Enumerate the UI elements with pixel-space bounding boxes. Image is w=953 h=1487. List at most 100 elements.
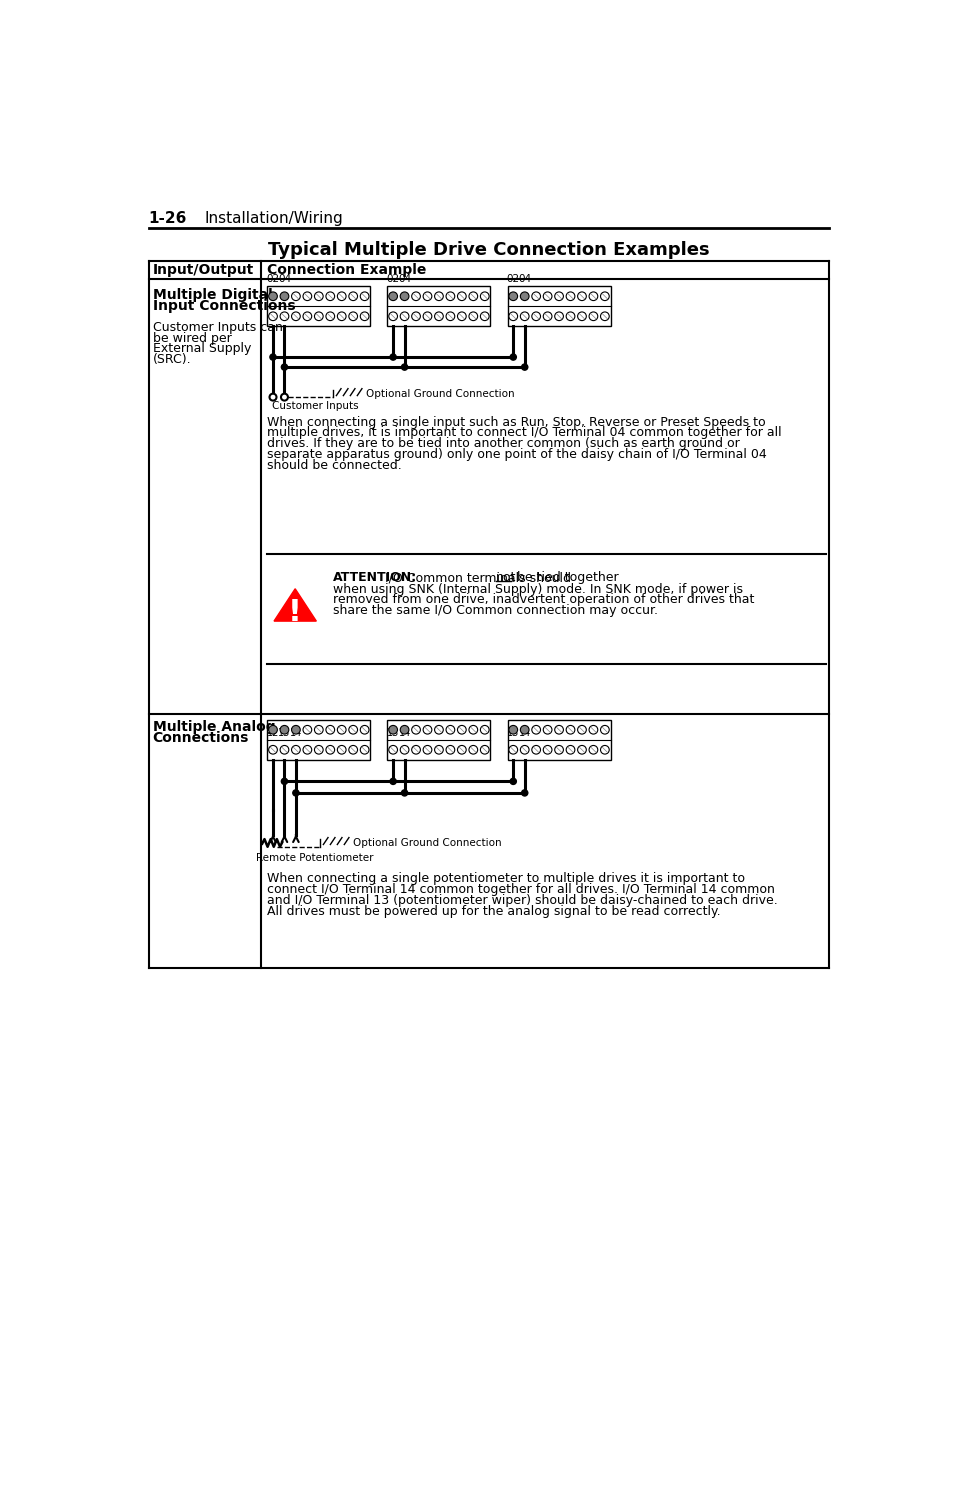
Circle shape (412, 745, 420, 754)
Circle shape (281, 778, 287, 785)
Text: 14: 14 (290, 729, 302, 738)
Text: should be connected.: should be connected. (267, 458, 401, 471)
Circle shape (401, 790, 407, 796)
Text: ATTENTION:: ATTENTION: (333, 571, 416, 584)
Circle shape (349, 726, 357, 735)
Circle shape (303, 312, 312, 321)
Circle shape (521, 364, 527, 370)
Circle shape (469, 291, 477, 300)
Circle shape (280, 745, 289, 754)
Circle shape (401, 364, 407, 370)
Circle shape (280, 312, 289, 321)
Circle shape (412, 312, 420, 321)
Circle shape (435, 312, 443, 321)
Circle shape (577, 312, 586, 321)
Circle shape (599, 745, 609, 754)
Circle shape (326, 726, 335, 735)
Circle shape (314, 745, 323, 754)
Text: 02: 02 (386, 274, 399, 284)
Circle shape (412, 726, 420, 735)
Circle shape (360, 726, 369, 735)
Circle shape (281, 364, 287, 370)
Circle shape (280, 291, 289, 300)
Circle shape (269, 745, 277, 754)
Circle shape (599, 726, 609, 735)
Circle shape (337, 291, 346, 300)
Circle shape (531, 291, 540, 300)
Circle shape (390, 354, 395, 360)
Text: 13: 13 (278, 729, 291, 738)
Circle shape (337, 312, 346, 321)
Circle shape (588, 745, 598, 754)
Circle shape (314, 726, 323, 735)
Circle shape (303, 745, 312, 754)
Circle shape (521, 790, 527, 796)
Circle shape (280, 726, 289, 735)
Circle shape (519, 726, 529, 735)
Circle shape (446, 291, 455, 300)
Circle shape (337, 726, 346, 735)
Circle shape (554, 312, 563, 321)
Text: 02: 02 (266, 274, 279, 284)
Circle shape (510, 354, 516, 360)
Circle shape (435, 745, 443, 754)
Circle shape (326, 291, 335, 300)
Circle shape (588, 312, 598, 321)
Text: be tied together: be tied together (513, 571, 618, 584)
Circle shape (389, 726, 397, 735)
Text: 1-26: 1-26 (149, 211, 187, 226)
Circle shape (303, 291, 312, 300)
Text: drives. If they are to be tied into another common (such as earth ground or: drives. If they are to be tied into anot… (267, 437, 740, 451)
Circle shape (269, 291, 277, 300)
Circle shape (270, 394, 276, 400)
Circle shape (303, 726, 312, 735)
Circle shape (554, 291, 563, 300)
Bar (387, 720, 490, 760)
Circle shape (292, 745, 300, 754)
Circle shape (542, 291, 552, 300)
Circle shape (349, 745, 357, 754)
Circle shape (480, 312, 489, 321)
Circle shape (599, 312, 609, 321)
Text: Multiple Digital: Multiple Digital (152, 288, 272, 302)
Circle shape (480, 291, 489, 300)
Circle shape (400, 312, 409, 321)
Circle shape (469, 745, 477, 754)
Circle shape (270, 354, 275, 360)
Circle shape (508, 291, 517, 300)
Circle shape (292, 291, 300, 300)
Circle shape (457, 726, 466, 735)
Text: removed from one drive, inadvertent operation of other drives that: removed from one drive, inadvertent oper… (333, 593, 754, 607)
Text: (SRC).: (SRC). (152, 354, 191, 366)
Circle shape (508, 745, 517, 754)
Circle shape (531, 745, 540, 754)
Circle shape (531, 726, 540, 735)
Text: 13: 13 (387, 729, 399, 738)
Text: External Supply: External Supply (152, 342, 251, 355)
Circle shape (326, 312, 335, 321)
Circle shape (577, 291, 586, 300)
Circle shape (508, 312, 517, 321)
Circle shape (423, 726, 432, 735)
Bar (267, 720, 370, 760)
Text: Customer Inputs: Customer Inputs (272, 401, 358, 410)
Circle shape (446, 312, 455, 321)
Circle shape (565, 291, 575, 300)
Text: All drives must be powered up for the analog signal to be read correctly.: All drives must be powered up for the an… (267, 904, 720, 917)
Circle shape (457, 312, 466, 321)
Circle shape (542, 312, 552, 321)
Circle shape (292, 312, 300, 321)
Circle shape (542, 726, 552, 735)
Circle shape (337, 745, 346, 754)
Text: Customer Inputs can: Customer Inputs can (152, 321, 282, 335)
Circle shape (519, 745, 529, 754)
Text: 13: 13 (507, 729, 518, 738)
Circle shape (423, 312, 432, 321)
Circle shape (446, 745, 455, 754)
Circle shape (389, 312, 397, 321)
Text: be wired per: be wired per (152, 332, 231, 345)
Text: 14: 14 (518, 729, 530, 738)
Text: Input Connections: Input Connections (152, 299, 294, 314)
Circle shape (577, 745, 586, 754)
Circle shape (565, 726, 575, 735)
